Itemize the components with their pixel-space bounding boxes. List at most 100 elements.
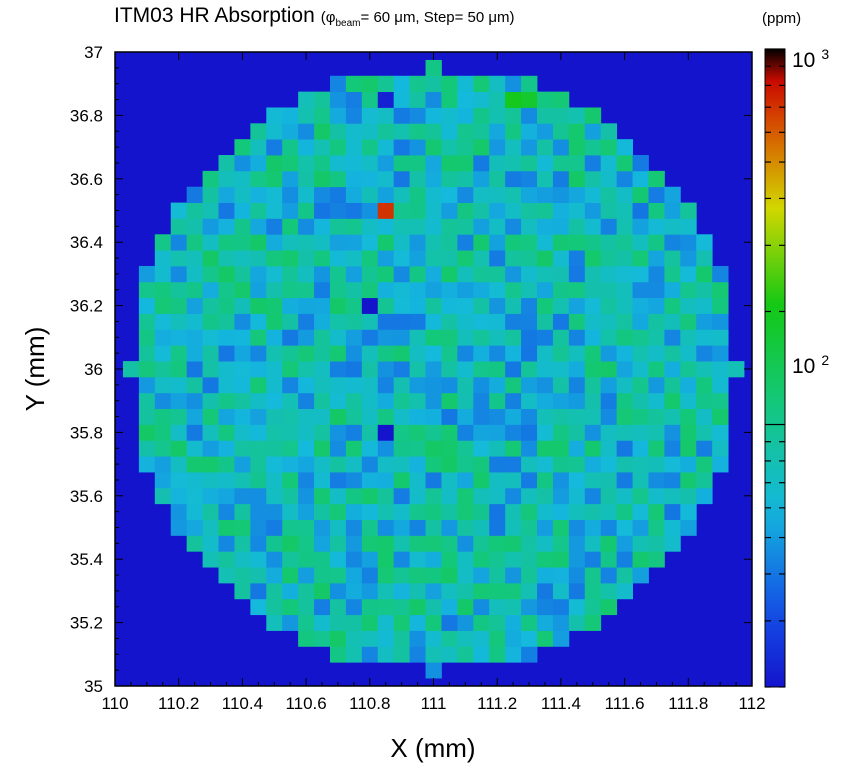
heatmap-cell xyxy=(409,614,426,631)
heatmap-cell xyxy=(266,472,283,489)
heatmap-cell xyxy=(584,567,602,584)
heatmap-cell xyxy=(250,376,267,394)
heatmap-cell xyxy=(537,345,554,362)
heatmap-cell xyxy=(298,202,315,219)
heatmap-cell xyxy=(473,646,490,663)
heatmap-cell xyxy=(696,297,713,314)
heatmap-cell xyxy=(505,567,522,584)
x-tick-label: 110.2 xyxy=(158,694,199,713)
heatmap-cell xyxy=(377,456,395,473)
heatmap-cell xyxy=(282,250,299,267)
heatmap-cell xyxy=(186,234,203,251)
heatmap-cell xyxy=(712,408,729,425)
heatmap-cell xyxy=(393,155,411,172)
heatmap-cell xyxy=(648,503,665,520)
heatmap-cell xyxy=(377,630,395,647)
heatmap-cell xyxy=(505,250,522,267)
heatmap-cell xyxy=(441,281,458,299)
heatmap-cell xyxy=(568,202,586,219)
heatmap-cell xyxy=(393,361,411,378)
heatmap-cell xyxy=(234,424,251,441)
heatmap-cell xyxy=(441,487,458,505)
heatmap-cell xyxy=(600,234,618,251)
heatmap-cell xyxy=(616,361,633,378)
heatmap-cell xyxy=(170,519,188,536)
heatmap-cell xyxy=(648,186,665,203)
heatmap-cell xyxy=(664,218,681,235)
heatmap-cell xyxy=(568,503,586,520)
heatmap-cell xyxy=(441,234,458,251)
heatmap-cell xyxy=(680,313,697,330)
heatmap-cell xyxy=(377,535,395,552)
heatmap-cell xyxy=(521,186,538,203)
heatmap-cell xyxy=(345,297,363,314)
title-sub-post: = 60 μm, Step= 50 μm) xyxy=(360,9,515,26)
heatmap-cell xyxy=(584,281,602,299)
heatmap-cell xyxy=(648,234,665,251)
heatmap-cell xyxy=(537,313,554,330)
heatmap-cell xyxy=(632,281,649,299)
heatmap-cell xyxy=(425,265,442,283)
heatmap-cell xyxy=(489,297,506,314)
heatmap-cell xyxy=(234,582,251,600)
heatmap-cell xyxy=(250,424,267,441)
heatmap-cell xyxy=(202,250,219,267)
heatmap-cell xyxy=(552,139,570,156)
heatmap-cell xyxy=(154,234,172,251)
heatmap-cell xyxy=(505,614,522,631)
heatmap-cell xyxy=(329,519,347,536)
heatmap-cell xyxy=(457,234,474,251)
heatmap-cell xyxy=(250,234,267,251)
heatmap-cell xyxy=(425,630,442,647)
heatmap-cell xyxy=(234,456,251,473)
heatmap-cell xyxy=(696,392,713,410)
heatmap-cell xyxy=(457,265,474,283)
heatmap-cell xyxy=(600,250,618,267)
heatmap-cell xyxy=(457,376,474,394)
heatmap-cell xyxy=(314,155,331,172)
heatmap-cell xyxy=(282,202,299,219)
heatmap-cell xyxy=(568,139,586,156)
heatmap-cell xyxy=(441,598,458,616)
heatmap-cell xyxy=(202,186,219,203)
heatmap-cell xyxy=(441,170,458,188)
heatmap-cell xyxy=(696,361,713,378)
heatmap-cell xyxy=(425,424,442,441)
heatmap-cell xyxy=(186,361,203,378)
heatmap-cell xyxy=(425,440,442,457)
heatmap-cell xyxy=(441,155,458,172)
heatmap-cell xyxy=(266,313,283,330)
heatmap-cell xyxy=(473,503,490,520)
heatmap-cell xyxy=(680,202,697,219)
heatmap-cell xyxy=(632,218,649,235)
heatmap-cell xyxy=(202,218,219,235)
heatmap-cell xyxy=(170,265,188,283)
heatmap-cell xyxy=(473,472,490,489)
heatmap-cell xyxy=(616,551,633,568)
heatmap-cell xyxy=(170,392,188,410)
heatmap-cell xyxy=(377,582,395,600)
heatmap-cell xyxy=(696,329,713,346)
heatmap-cell xyxy=(648,345,665,362)
heatmap-cell xyxy=(648,250,665,267)
heatmap-cell xyxy=(537,218,554,235)
title-sub-subscript: beam xyxy=(335,18,361,29)
heatmap-cell xyxy=(552,376,570,394)
heatmap-cell xyxy=(489,408,506,425)
heatmap-cell xyxy=(282,567,299,584)
heatmap-cell xyxy=(377,234,395,251)
heatmap-cell xyxy=(425,234,442,251)
heatmap-cell xyxy=(696,456,713,473)
heatmap-cell xyxy=(521,376,538,394)
heatmap-cell xyxy=(712,424,729,441)
heatmap-cell xyxy=(632,519,649,536)
heatmap-cell xyxy=(584,234,602,251)
heatmap-cell xyxy=(680,361,697,378)
y-tick-label: 36.4 xyxy=(70,233,103,252)
heatmap-cell xyxy=(457,582,474,600)
heatmap-cell xyxy=(266,408,283,425)
heatmap-cell xyxy=(393,551,411,568)
heatmap-cell xyxy=(329,107,347,124)
heatmap-cell xyxy=(648,424,665,441)
heatmap-cell xyxy=(680,234,697,251)
